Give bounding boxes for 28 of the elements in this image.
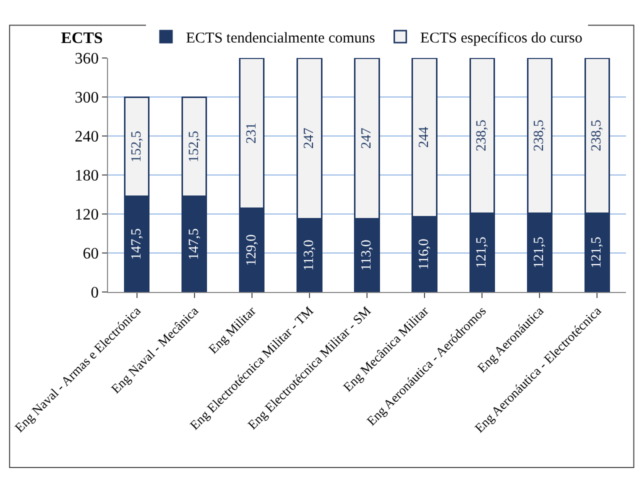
legend-label: ECTS específicos do curso	[420, 30, 582, 46]
y-tick-label: 120	[74, 206, 99, 224]
data-label: 247	[302, 128, 317, 149]
data-label: 116,0	[417, 238, 432, 270]
data-label: 147,5	[186, 228, 202, 260]
legend-label: ECTS tendencialmente comuns	[186, 30, 376, 46]
data-label: 238,5	[532, 120, 548, 152]
data-label: 121,5	[590, 236, 605, 268]
data-label: 244	[417, 126, 432, 148]
y-tick-label: 0	[90, 284, 99, 302]
data-label: 121,5	[532, 236, 548, 268]
y-tick-label: 300	[74, 90, 99, 107]
data-label: 121,5	[474, 236, 490, 268]
y-tick-label: 60	[82, 246, 99, 263]
data-label: 129,0	[244, 234, 260, 266]
data-label: 113,0	[360, 240, 374, 271]
data-label: 238,5	[590, 120, 605, 152]
data-label: 247	[360, 128, 374, 149]
data-label: 152,5	[129, 130, 144, 162]
y-tick-label: 360	[74, 50, 99, 68]
y-axis-title: ECTS	[61, 30, 103, 47]
data-label: 147,5	[129, 228, 144, 260]
data-label: 231	[244, 122, 260, 144]
data-label: 113,0	[302, 240, 317, 271]
y-tick-label: 240	[74, 128, 99, 146]
y-tick-label: 180	[74, 168, 99, 185]
data-label: 152,5	[186, 130, 202, 162]
data-label: 238,5	[474, 120, 490, 152]
